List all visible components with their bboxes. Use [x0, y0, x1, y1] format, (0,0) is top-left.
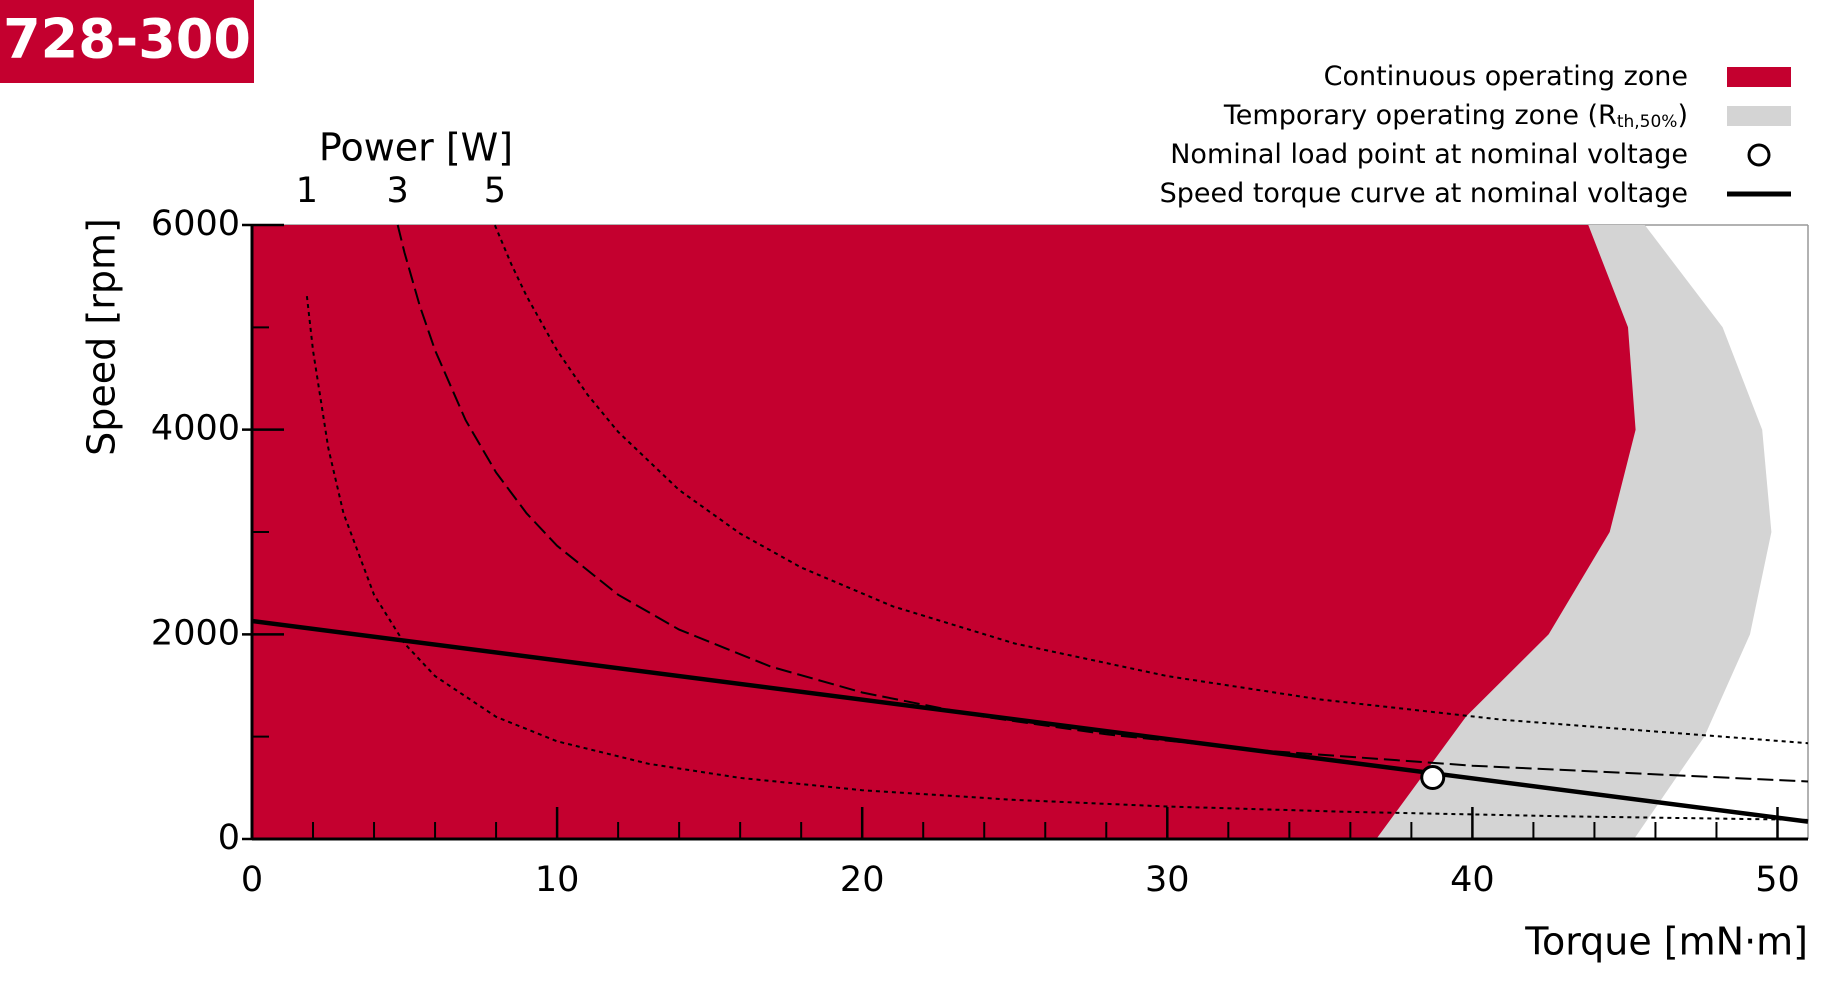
chart-title: 728-300 [3, 8, 251, 71]
speed-torque-line [251, 618, 1809, 824]
legend-label: Nominal load point at nominal voltage [1170, 139, 1688, 170]
y-tick-label: 2000 [151, 613, 240, 653]
legend-label-text: Nominal load point at nominal voltage [1170, 139, 1688, 170]
power-curve [493, 224, 1809, 745]
legend-label-text: Continuous operating zone [1324, 61, 1688, 92]
legend-label-text: Temporary operating zone (R [1223, 100, 1617, 131]
x-tick-label: 0 [241, 860, 263, 900]
nominal-point [1420, 764, 1446, 790]
power-axis-title: Power [W] [319, 126, 513, 170]
title-box [0, 0, 254, 83]
legend-swatch [1747, 143, 1771, 167]
legend-label: Temporary operating zone (Rth,50%) [1223, 100, 1688, 133]
x-tick-label: 40 [1450, 860, 1495, 900]
x-tick-label: 20 [840, 860, 885, 900]
legend-label: Speed torque curve at nominal voltage [1160, 178, 1688, 209]
legend-label-end: ) [1677, 100, 1688, 131]
power-tick-label: 3 [387, 171, 409, 211]
y-tick-label: 6000 [151, 204, 240, 244]
x-tick-label: 30 [1145, 860, 1190, 900]
legend-label-sub: th,50% [1617, 112, 1678, 132]
zone-area [252, 225, 1636, 839]
x-axis-title: Torque [mN·m] [1524, 920, 1808, 964]
power-curve [305, 295, 1809, 821]
power-tick-label: 1 [296, 171, 318, 211]
legend-swatch [1727, 67, 1791, 87]
legend-label: Continuous operating zone [1324, 61, 1688, 92]
y-axis-title: Speed [rpm] [80, 218, 124, 456]
x-tick-label: 10 [535, 860, 580, 900]
legend-label-text: Speed torque curve at nominal voltage [1160, 178, 1688, 209]
y-tick-label: 4000 [151, 409, 240, 449]
y-tick-label: 0 [218, 818, 240, 858]
power-tick-label: 5 [484, 171, 506, 211]
legend-swatch [1727, 106, 1791, 126]
x-tick-label: 50 [1755, 860, 1800, 900]
